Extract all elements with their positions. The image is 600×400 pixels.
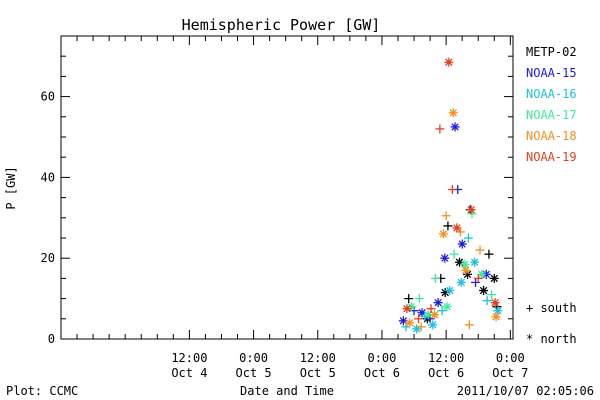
legend-entry: NOAA-18 bbox=[526, 129, 577, 143]
y-tick-label: 20 bbox=[41, 251, 55, 265]
x-tick-label: 12:00 bbox=[300, 351, 336, 365]
data-point-north bbox=[442, 302, 452, 312]
data-point-north bbox=[489, 273, 499, 283]
data-point-south bbox=[475, 245, 485, 255]
data-point-north bbox=[457, 239, 467, 249]
data-point-north bbox=[430, 310, 440, 320]
data-point-north bbox=[445, 286, 455, 296]
data-point-south bbox=[443, 221, 453, 231]
data-point-south bbox=[441, 211, 451, 221]
x-tick-label: Oct 5 bbox=[300, 366, 336, 380]
x-tick-label: 0:00 bbox=[239, 351, 268, 365]
data-point-south bbox=[482, 296, 492, 306]
marker-legend-north: * north bbox=[526, 332, 577, 346]
data-points bbox=[398, 57, 503, 334]
data-point-south bbox=[487, 290, 497, 300]
y-tick-label: 60 bbox=[41, 90, 55, 104]
y-tick-label: 0 bbox=[48, 332, 55, 346]
data-point-north bbox=[461, 265, 471, 275]
data-point-north bbox=[493, 306, 503, 316]
data-point-north bbox=[491, 312, 501, 322]
data-point-north bbox=[412, 324, 422, 334]
x-tick-label: Oct 5 bbox=[236, 366, 272, 380]
x-tick-label: Oct 7 bbox=[492, 366, 528, 380]
data-point-south bbox=[463, 233, 473, 243]
data-point-north bbox=[460, 259, 470, 269]
axis-ticks bbox=[60, 35, 513, 340]
data-point-north bbox=[490, 298, 500, 308]
data-point-south bbox=[437, 306, 447, 316]
data-point-south bbox=[435, 124, 445, 134]
x-tick-label: Oct 4 bbox=[171, 366, 207, 380]
data-point-north bbox=[438, 229, 448, 239]
data-point-north bbox=[450, 122, 460, 132]
data-point-south bbox=[464, 320, 474, 330]
data-point-north bbox=[440, 253, 450, 263]
data-point-south bbox=[449, 249, 459, 259]
y-tick-labels: 0 20 40 60 bbox=[41, 90, 55, 346]
x-tick-label: Oct 6 bbox=[428, 366, 464, 380]
legend-entry: NOAA-17 bbox=[526, 108, 577, 122]
data-point-north bbox=[428, 320, 438, 330]
x-tick-label: 0:00 bbox=[367, 351, 396, 365]
data-point-south bbox=[426, 304, 436, 314]
x-tick-label: Oct 6 bbox=[364, 366, 400, 380]
legend-entry: METP-02 bbox=[526, 45, 577, 59]
data-point-south bbox=[416, 322, 426, 332]
marker-legend-south: + south bbox=[526, 301, 577, 315]
data-point-south bbox=[484, 249, 494, 259]
plot-timestamp: 2011/10/07 02:05:06 bbox=[457, 384, 594, 398]
x-tick-label: 12:00 bbox=[428, 351, 464, 365]
data-point-north bbox=[479, 286, 489, 296]
legend-entry: NOAA-16 bbox=[526, 87, 577, 101]
data-point-south bbox=[404, 294, 414, 304]
legend-entry: NOAA-19 bbox=[526, 150, 577, 164]
data-point-north bbox=[405, 318, 415, 328]
legend: METP-02 NOAA-15 NOAA-16 NOAA-17 NOAA-18 NOAA-… bbox=[526, 45, 577, 164]
legend-entry: NOAA-15 bbox=[526, 66, 577, 80]
data-point-south bbox=[430, 273, 440, 283]
data-point-north bbox=[402, 304, 412, 314]
data-point-north bbox=[452, 223, 462, 233]
data-point-south bbox=[473, 273, 483, 283]
data-point-north bbox=[466, 205, 476, 215]
data-point-north bbox=[470, 257, 480, 267]
x-tick-label: 12:00 bbox=[171, 351, 207, 365]
plot-frame bbox=[60, 35, 514, 340]
plot-credit: Plot: CCMC bbox=[6, 384, 78, 398]
data-point-north bbox=[444, 57, 454, 67]
chart-title: Hemispheric Power [GW] bbox=[182, 16, 381, 34]
x-tick-label: 0:00 bbox=[496, 351, 525, 365]
data-point-south bbox=[413, 314, 423, 324]
y-tick-label: 40 bbox=[41, 170, 55, 184]
data-point-south bbox=[447, 185, 457, 195]
data-point-north bbox=[433, 298, 443, 308]
y-axis-label: P [GW] bbox=[4, 166, 18, 209]
x-axis-label: Date and Time bbox=[240, 384, 334, 398]
data-point-south bbox=[414, 294, 424, 304]
data-point-north bbox=[448, 108, 458, 118]
data-point-north bbox=[456, 277, 466, 287]
